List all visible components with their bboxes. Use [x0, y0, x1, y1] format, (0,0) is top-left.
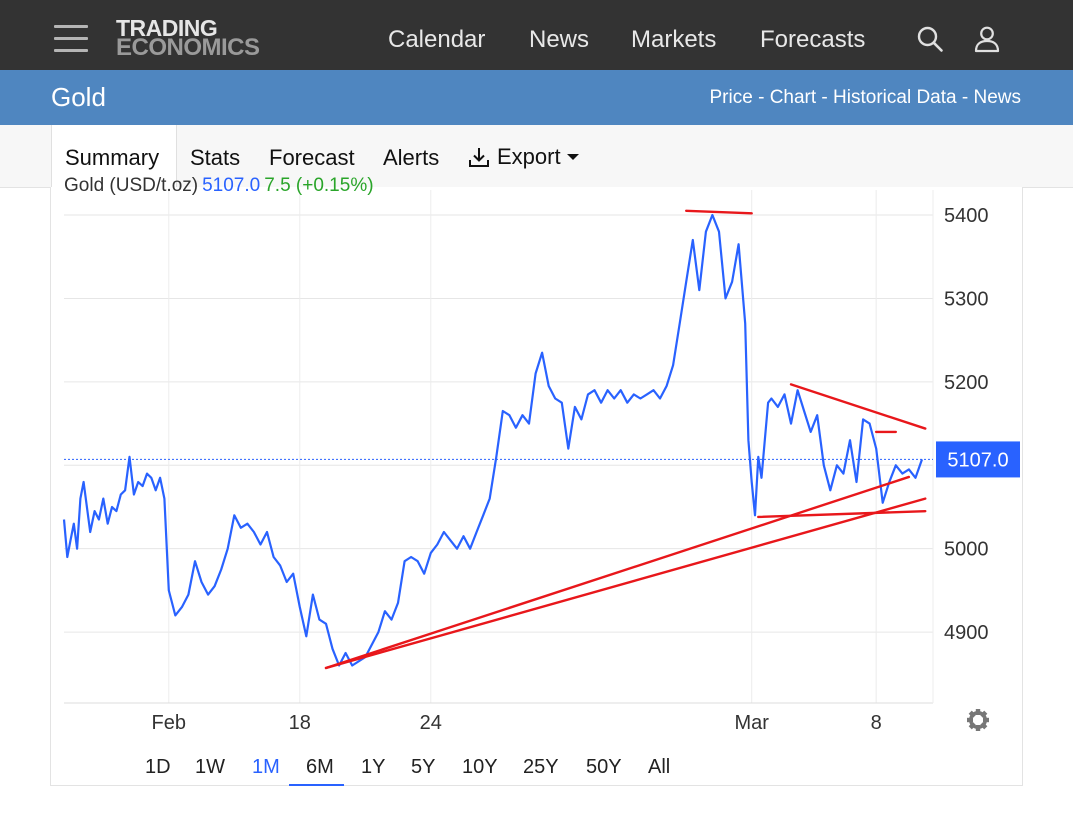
logo-line-2: ECONOMICS: [116, 34, 260, 61]
range-10y[interactable]: 10Y: [462, 756, 498, 778]
x-axis-tick-label: Feb: [152, 712, 186, 734]
range-all[interactable]: All: [648, 756, 671, 778]
download-icon: [469, 148, 489, 167]
link-separator: -: [752, 87, 770, 108]
nav-markets[interactable]: Markets: [631, 26, 717, 53]
top-navigation-bar: TRADING ECONOMICS Calendar News Markets …: [0, 0, 1073, 70]
tab-forecast[interactable]: Forecast: [269, 145, 355, 170]
range-6m[interactable]: 6M: [306, 756, 334, 778]
trendline: [324, 475, 911, 670]
range-1m[interactable]: 1M: [252, 756, 280, 778]
asset-header: Gold Price - Chart - Historical Data - N…: [0, 70, 1073, 125]
menu-icon[interactable]: [54, 25, 88, 53]
trendline: [789, 383, 927, 430]
active-range-indicator: [289, 784, 344, 786]
range-50y[interactable]: 50Y: [586, 756, 622, 778]
y-axis-tick-label: 5400: [944, 205, 989, 227]
chart-legend: Gold (USD/t.oz) 5107.0 7.5 (+0.15%): [64, 175, 374, 197]
trendline: [324, 497, 927, 670]
export-label: Export: [497, 144, 561, 169]
y-axis-tick-label: 4900: [944, 622, 989, 644]
tabs-bar: Summary Stats Forecast Alerts Export: [0, 125, 1073, 188]
current-price-tag: [936, 441, 1020, 478]
tab-summary[interactable]: Summary: [65, 145, 160, 170]
range-1y[interactable]: 1Y: [361, 756, 386, 778]
legend-price: 5107.0: [202, 175, 261, 196]
range-1d[interactable]: 1D: [145, 756, 171, 778]
link-price[interactable]: Price: [709, 87, 753, 108]
asset-links: Price - Chart - Historical Data - News: [710, 87, 1022, 109]
y-axis-tick-label: 5200: [944, 372, 989, 394]
range-25y[interactable]: 25Y: [523, 756, 559, 778]
page-title: Gold: [51, 82, 106, 112]
link-chart[interactable]: Chart: [769, 87, 817, 108]
range-5y[interactable]: 5Y: [411, 756, 436, 778]
link-historical-data[interactable]: Historical Data: [833, 87, 957, 108]
nav-news[interactable]: News: [529, 26, 590, 53]
tab-alerts[interactable]: Alerts: [383, 145, 440, 170]
chart-legend-container: Gold (USD/t.oz) 5107.0 7.5 (+0.15%): [64, 173, 484, 199]
range-selector: 1D 1W 1M 6M 1Y 5Y 10Y 25Y 50Y All: [50, 738, 1021, 786]
nav-calendar[interactable]: Calendar: [388, 26, 486, 53]
y-axis-tick-label: 5000: [944, 539, 989, 561]
caret-down-icon: [566, 154, 579, 160]
tab-stats[interactable]: Stats: [190, 145, 241, 170]
x-axis-tick-label: 24: [420, 712, 442, 734]
x-axis-tick-label: Mar: [734, 712, 769, 734]
logo-line-1: TRADING: [116, 15, 218, 41]
legend-instrument: Gold (USD/t.oz): [64, 175, 199, 196]
export-button[interactable]: Export: [467, 144, 580, 170]
x-axis-tick-label: 8: [871, 712, 882, 734]
range-1w[interactable]: 1W: [195, 756, 225, 778]
link-news[interactable]: News: [973, 87, 1021, 108]
link-separator: -: [816, 87, 834, 108]
gear-icon[interactable]: [967, 709, 989, 731]
price-line-series: [62, 213, 924, 667]
logo[interactable]: TRADING ECONOMICS: [116, 15, 260, 61]
trendline: [685, 209, 753, 215]
chart-panel: [50, 187, 1023, 786]
trendline: [757, 509, 927, 519]
link-separator: -: [956, 87, 974, 108]
x-axis-tick-label: 18: [289, 712, 311, 734]
y-axis-tick-label: 5300: [944, 288, 989, 310]
legend-change: 7.5 (+0.15%): [264, 175, 374, 196]
current-price-label: 5107.0: [947, 449, 1008, 471]
user-icon[interactable]: [972, 24, 1002, 54]
active-tab-background: [51, 125, 177, 187]
nav-forecasts[interactable]: Forecasts: [760, 26, 866, 53]
search-icon[interactable]: [915, 24, 945, 54]
